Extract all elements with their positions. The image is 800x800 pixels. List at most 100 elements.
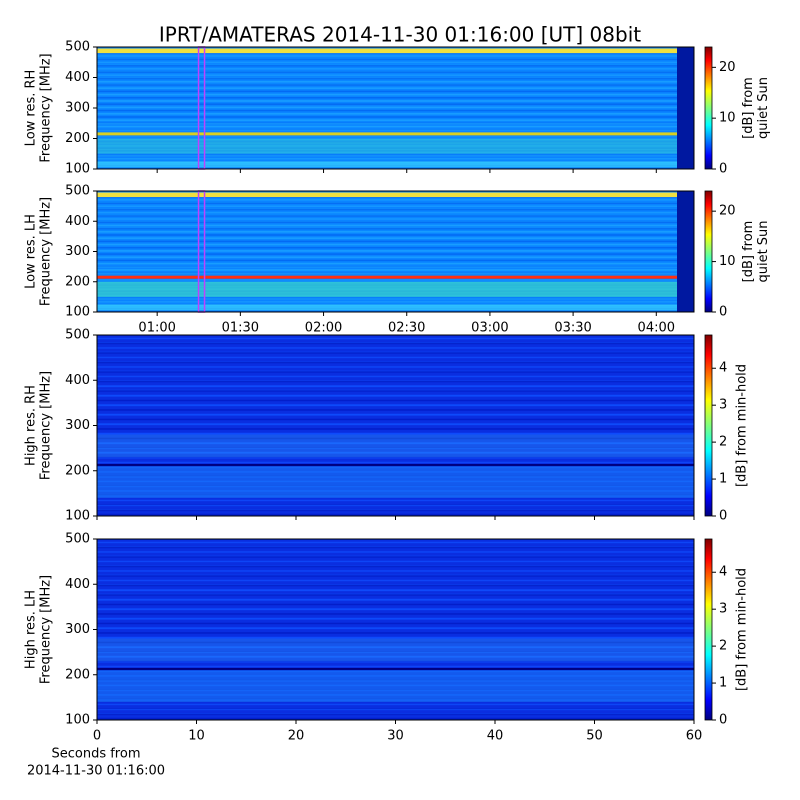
spectrogram-band	[97, 250, 694, 252]
y-axis-label: Low res. RH	[24, 70, 39, 147]
spectrogram-band	[97, 665, 694, 668]
spectrogram-band	[97, 231, 694, 233]
spectrogram-band	[97, 499, 694, 502]
colorbar-tick-label: 3	[719, 398, 727, 413]
y-tick-label: 300	[65, 244, 90, 259]
y-axis-label: Frequency [MHz]	[39, 197, 54, 306]
spectrogram-band	[97, 116, 694, 118]
spectrogram-band	[97, 202, 694, 204]
spectrogram-band	[97, 708, 694, 711]
spectrogram-band	[97, 442, 694, 445]
spectrogram-band	[97, 266, 694, 268]
spectrogram-band	[97, 122, 694, 125]
spectrogram-band	[97, 77, 694, 80]
spectrogram-band	[97, 476, 694, 478]
spectrogram-band	[97, 97, 694, 99]
spectrogram-band	[97, 632, 694, 634]
spectrogram-band	[97, 275, 694, 279]
spectrogram-band	[97, 495, 694, 497]
x-tick-label: 10	[188, 729, 205, 744]
spectrogram-band	[97, 211, 694, 214]
spectrogram-band	[97, 129, 694, 131]
spectrogram-band	[97, 109, 694, 112]
x-axis-label: Seconds from	[51, 747, 140, 762]
spectrogram-band	[97, 199, 694, 201]
spectrogram-band	[97, 466, 694, 469]
spectrogram-band	[97, 167, 694, 169]
x-tick-label: 02:30	[388, 321, 425, 336]
y-tick-label: 500	[65, 184, 90, 199]
spectrogram-band	[97, 310, 694, 312]
spectrogram-band	[97, 224, 694, 227]
x-tick-label: 03:30	[554, 321, 591, 336]
spectrogram-band	[97, 135, 694, 138]
x-axis-label: 2014-11-30 01:16:00	[27, 764, 165, 779]
spectrogram-band	[97, 380, 694, 383]
y-axis-label: Frequency [MHz]	[39, 371, 54, 480]
spectrogram-band	[97, 366, 694, 368]
spectrogram-band	[97, 113, 694, 115]
spectrogram-band	[97, 680, 694, 682]
spectrogram-band	[97, 694, 694, 696]
spectrogram-band	[97, 490, 694, 492]
y-tick-label: 300	[65, 101, 90, 116]
y-tick-label: 100	[65, 713, 90, 728]
spectrogram-band	[97, 661, 694, 663]
y-tick-label: 200	[65, 274, 90, 289]
colorbar-tick-label: 1	[719, 472, 727, 487]
y-tick-label: 100	[65, 162, 90, 177]
spectrogram-band	[97, 594, 694, 596]
spectrogram-band	[97, 551, 694, 553]
spectrogram-band	[97, 243, 694, 246]
spectrogram-band	[97, 142, 694, 144]
spectrogram-band	[97, 71, 694, 73]
y-tick-label: 200	[65, 667, 90, 682]
spectrogram-band	[97, 433, 694, 435]
spectrogram-band	[97, 463, 694, 466]
spectrogram-band	[97, 106, 694, 109]
spectrogram-band	[97, 437, 694, 440]
spectrogram-band	[97, 161, 694, 168]
spectrogram-band	[97, 504, 694, 507]
spectrogram-band	[97, 64, 694, 67]
spectrogram-band	[97, 414, 694, 416]
spectrogram-band	[97, 675, 694, 677]
spectrogram-band	[97, 237, 694, 240]
spectrogram-band	[97, 570, 694, 572]
spectrogram-band	[97, 304, 694, 311]
spectrogram-band	[97, 90, 694, 93]
x-tick-label: 40	[487, 729, 504, 744]
spectrogram-band	[97, 689, 694, 692]
spectrogram-band	[97, 100, 694, 102]
y-tick-label: 100	[65, 305, 90, 320]
spectrogram-band	[97, 717, 694, 720]
spectrogram-band	[97, 205, 694, 208]
y-tick-label: 500	[65, 532, 90, 547]
spectrogram-band	[97, 151, 694, 154]
colorbar-tick-label: 2	[719, 639, 727, 654]
colorbar-label: quiet Sun	[756, 220, 771, 282]
spectrogram-band	[97, 699, 694, 701]
y-axis-label: Frequency [MHz]	[39, 53, 54, 162]
spectrogram-band	[97, 301, 694, 303]
colorbar-tick-label: 10	[719, 111, 736, 126]
y-tick-label: 400	[65, 373, 90, 388]
spectrogram-band	[97, 356, 694, 359]
colorbar-tick-label: 10	[719, 254, 736, 269]
x-tick-label: 01:30	[222, 321, 259, 336]
spectrogram-band	[97, 603, 694, 606]
spectrogram-band	[97, 55, 694, 57]
spectrogram-band	[97, 279, 694, 281]
spectrogram-band	[97, 627, 694, 630]
y-tick-label: 200	[65, 131, 90, 146]
spectrogram-band	[97, 145, 694, 147]
spectrogram-band	[97, 409, 694, 411]
colorbar	[704, 334, 713, 517]
spectrogram-band	[97, 298, 694, 300]
spectrogram-band	[97, 646, 694, 649]
spectrogram-band	[97, 347, 694, 349]
colorbar-tick-label: 2	[719, 435, 727, 450]
colorbar-tick-label: 4	[719, 565, 727, 580]
spectrogram-band	[97, 208, 694, 211]
